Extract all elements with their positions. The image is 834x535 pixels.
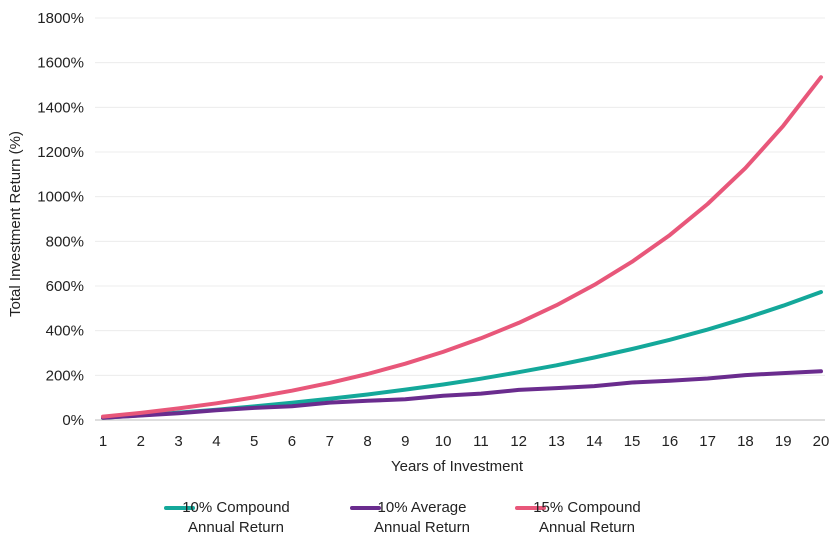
x-tick-label: 10 [435, 433, 452, 450]
x-tick-label: 6 [288, 433, 296, 450]
legend-label: 15% Compound [533, 499, 641, 516]
x-tick-label: 16 [661, 433, 678, 450]
y-axis-ticks: 0% 200% 400% 600% 800% 1000% 1200% 1400% 1600% 18… [37, 10, 84, 429]
legend-label: 10% Compound [182, 499, 290, 516]
x-tick-label: 9 [401, 433, 409, 450]
x-tick-label: 14 [586, 433, 603, 450]
y-tick-label: 1200% [37, 144, 84, 161]
y-tick-label: 1400% [37, 99, 84, 116]
series-line-1 [101, 290, 823, 420]
x-tick-label: 2 [137, 433, 145, 450]
series-lines [101, 75, 823, 420]
gridlines [95, 17, 825, 376]
x-tick-label: 13 [548, 433, 565, 450]
x-tick-label: 17 [699, 433, 716, 450]
y-tick-label: 0% [62, 412, 84, 429]
legend-label: Annual Return [539, 519, 635, 535]
y-tick-label: 600% [46, 278, 84, 295]
x-tick-label: 11 [473, 433, 489, 450]
y-tick-label: 200% [46, 367, 84, 384]
series-line-3 [101, 75, 823, 419]
x-tick-label: 1 [99, 433, 107, 450]
y-tick-label: 400% [46, 323, 84, 340]
legend-label: Annual Return [188, 519, 284, 535]
x-tick-label: 12 [510, 433, 527, 450]
y-axis-title: Total Investment Return (%) [7, 131, 24, 317]
x-tick-label: 18 [737, 433, 754, 450]
x-tick-label: 8 [363, 433, 371, 450]
legend-label: 10% Average [378, 499, 467, 516]
x-axis-title: Years of Investment [391, 458, 524, 475]
x-tick-label: 4 [212, 433, 220, 450]
y-tick-label: 800% [46, 233, 84, 250]
x-tick-label: 5 [250, 433, 258, 450]
x-tick-label: 3 [174, 433, 182, 450]
x-tick-label: 19 [775, 433, 792, 450]
x-axis-ticks: 1 2 3 4 5 6 7 8 9 10 11 12 13 14 15 16 17 18 19 20 [99, 433, 830, 450]
legend: 10% Compound Annual Return 10% Average Annu… [164, 499, 641, 535]
y-tick-label: 1600% [37, 55, 84, 72]
x-tick-label: 15 [624, 433, 641, 450]
x-tick-label: 7 [326, 433, 334, 450]
legend-label: Annual Return [374, 519, 470, 535]
series-line-2 [101, 369, 823, 420]
x-tick-label: 20 [813, 433, 830, 450]
y-tick-label: 1800% [37, 10, 84, 27]
y-tick-label: 1000% [37, 189, 84, 206]
